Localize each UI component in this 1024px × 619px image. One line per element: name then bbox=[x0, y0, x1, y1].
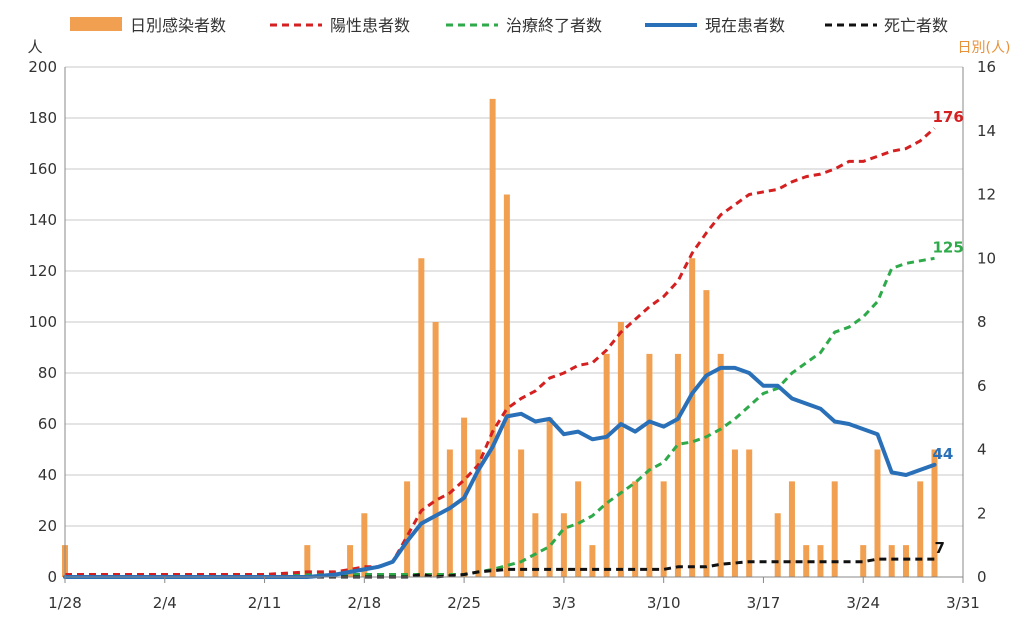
x-tick-label: 2/11 bbox=[248, 594, 282, 612]
daily-bar bbox=[746, 449, 753, 577]
left-axis-unit: 人 bbox=[27, 38, 42, 56]
x-tick-label: 2/18 bbox=[347, 594, 381, 612]
daily-bar bbox=[703, 290, 710, 577]
tick-labels: 0 20 40 60 80 100 120 140 160 180 200 0 2 4 6 8 10 12 14 16… bbox=[28, 58, 996, 612]
daily-bar bbox=[803, 545, 810, 577]
x-tick-label: 1/28 bbox=[48, 594, 82, 612]
right-tick-label: 10 bbox=[977, 249, 996, 267]
daily-bar bbox=[646, 353, 653, 577]
gridlines bbox=[65, 66, 963, 578]
legend-swatch-daily bbox=[70, 17, 122, 31]
end-label-current: 44 bbox=[932, 445, 953, 463]
daily-bar bbox=[888, 545, 895, 577]
legend-label-current: 現在患者数 bbox=[705, 16, 785, 35]
daily-bar bbox=[560, 513, 567, 577]
daily-bar bbox=[674, 353, 681, 577]
daily-bar bbox=[632, 481, 639, 577]
right-tick-label: 0 bbox=[977, 568, 987, 586]
daily-bar bbox=[731, 449, 738, 577]
daily-bar bbox=[518, 449, 525, 577]
daily-bar bbox=[860, 545, 867, 577]
daily-bars bbox=[62, 98, 938, 577]
daily-bar bbox=[589, 545, 596, 577]
right-tick-label: 16 bbox=[977, 58, 996, 76]
x-tick-label: 3/10 bbox=[647, 594, 681, 612]
right-tick-label: 6 bbox=[977, 377, 987, 395]
axes bbox=[64, 67, 964, 583]
left-tick-label: 200 bbox=[28, 58, 57, 76]
right-tick-label: 8 bbox=[977, 313, 987, 331]
left-tick-label: 160 bbox=[28, 160, 57, 178]
left-tick-label: 60 bbox=[38, 415, 57, 433]
x-tick-label: 3/31 bbox=[946, 594, 980, 612]
daily-bar bbox=[717, 353, 724, 577]
daily-bar bbox=[546, 417, 553, 577]
daily-bar bbox=[917, 481, 924, 577]
x-tick-label: 3/17 bbox=[747, 594, 781, 612]
left-tick-label: 140 bbox=[28, 211, 57, 229]
left-tick-label: 20 bbox=[38, 517, 57, 535]
legend-label-recovered: 治療終了者数 bbox=[506, 16, 602, 35]
series-lines bbox=[63, 127, 937, 579]
left-tick-label: 120 bbox=[28, 262, 57, 280]
daily-bar bbox=[902, 545, 909, 577]
legend-label-deaths: 死亡者数 bbox=[884, 16, 948, 35]
daily-bar bbox=[603, 353, 610, 577]
legend-label-daily: 日別感染者数 bbox=[130, 16, 226, 35]
right-tick-label: 14 bbox=[977, 122, 996, 140]
x-tick-label: 2/25 bbox=[447, 594, 481, 612]
daily-bar bbox=[347, 545, 354, 577]
daily-bar bbox=[788, 481, 795, 577]
daily-bar bbox=[304, 545, 311, 577]
daily-bar bbox=[617, 322, 624, 577]
end-label-positive: 176 bbox=[932, 108, 963, 126]
series-line-current bbox=[63, 365, 937, 579]
series-line-positive bbox=[65, 127, 936, 576]
daily-bar bbox=[931, 449, 938, 577]
left-tick-label: 80 bbox=[38, 364, 57, 382]
series-line-recovered bbox=[65, 256, 935, 576]
daily-bar bbox=[689, 258, 696, 577]
legend: 日別感染者数 陽性患者数 治療終了者数 現在患者数 死亡者数 bbox=[70, 16, 948, 35]
end-label-deaths: 7 bbox=[934, 539, 944, 557]
daily-bar bbox=[475, 449, 482, 577]
daily-bar bbox=[660, 481, 667, 577]
left-tick-label: 40 bbox=[38, 466, 57, 484]
daily-bar bbox=[489, 98, 496, 577]
daily-bar bbox=[874, 449, 881, 577]
end-labels: 176 125 44 7 bbox=[932, 108, 963, 557]
right-tick-label: 4 bbox=[977, 441, 987, 459]
x-tick-label: 3/24 bbox=[846, 594, 880, 612]
daily-bar bbox=[361, 513, 368, 577]
daily-bar bbox=[774, 513, 781, 577]
daily-bar bbox=[418, 258, 425, 577]
right-tick-label: 12 bbox=[977, 186, 996, 204]
daily-bar bbox=[503, 194, 510, 577]
right-axis-unit: 日別(人) bbox=[958, 40, 1011, 56]
left-tick-label: 0 bbox=[47, 568, 57, 586]
daily-bar bbox=[831, 481, 838, 577]
daily-bar bbox=[575, 481, 582, 577]
daily-bar bbox=[404, 481, 411, 577]
x-tick-label: 2/4 bbox=[153, 594, 177, 612]
end-label-recovered: 125 bbox=[932, 238, 963, 256]
left-tick-label: 180 bbox=[28, 109, 57, 127]
daily-bar bbox=[432, 322, 439, 577]
daily-bar bbox=[446, 449, 453, 577]
daily-bar bbox=[532, 513, 539, 577]
x-tick-label: 3/3 bbox=[552, 594, 576, 612]
left-tick-label: 100 bbox=[28, 313, 57, 331]
legend-label-positive: 陽性患者数 bbox=[330, 16, 410, 35]
right-tick-label: 2 bbox=[977, 504, 987, 522]
